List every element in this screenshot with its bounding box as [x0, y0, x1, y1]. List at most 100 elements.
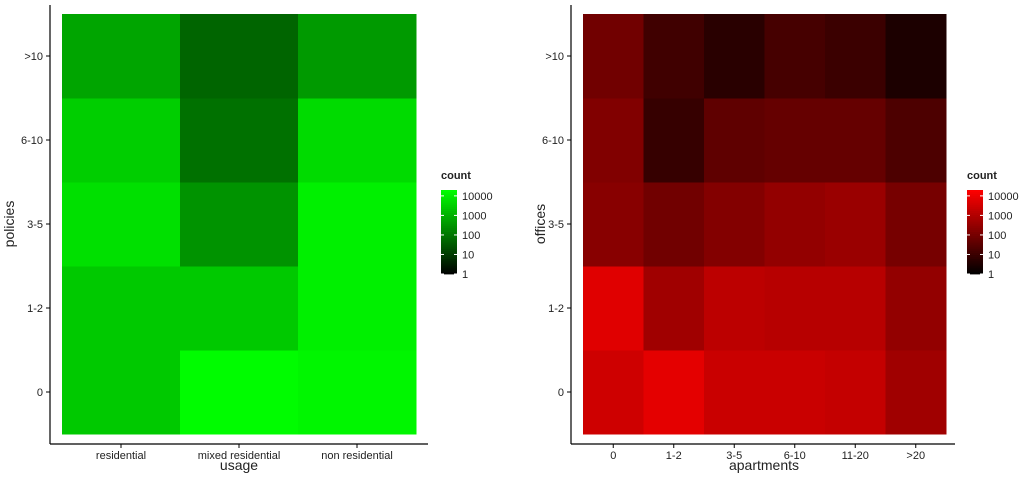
heatmap-tile-3-0 [764, 350, 826, 435]
legend-gradient-step [967, 238, 983, 241]
legend-gradient-step [967, 240, 983, 243]
heatmap-tile-4-2 [825, 182, 886, 267]
heatmap-tile-4-0 [825, 350, 886, 435]
heatmap-tile-1-0 [180, 350, 299, 435]
legend-gradient-step [967, 219, 983, 222]
heatmap-usage-policies: residential mixed residential non resident… [1, 5, 493, 473]
legend-gradient-step [967, 204, 983, 208]
x-tick-label: 6-10 [784, 450, 806, 462]
heatmap-tile-0-1 [62, 266, 181, 351]
legend-gradient-step [967, 190, 983, 193]
legend-gradient-step [441, 225, 457, 229]
legend-gradient-step [441, 234, 457, 237]
legend-gradient-step [967, 223, 983, 227]
legend-gradient-step [967, 213, 983, 216]
legend-gradient-step [967, 257, 983, 260]
legend-label: 10000 [988, 191, 1019, 203]
legend-gradient-step [967, 244, 983, 248]
legend-gradient-step [967, 253, 983, 256]
heatmap-tile-0-4 [62, 14, 181, 99]
legend-gradient-step [967, 225, 983, 229]
heatmap-tile-1-3 [643, 98, 705, 183]
heatmap-tile-5-2 [885, 182, 947, 267]
color-legend: count 10000 1000 100 10 1 [441, 170, 493, 281]
legend-gradient-step [441, 229, 457, 233]
legend-gradient-step [967, 227, 983, 231]
y-tick-label: 0 [558, 387, 564, 399]
heatmap-tile-2-4 [298, 14, 417, 99]
legend-label: 1000 [462, 210, 486, 222]
legend-gradient-step [967, 192, 983, 195]
heatmap-tile-2-3 [298, 98, 417, 183]
legend-gradient-step [967, 263, 983, 266]
legend-gradient-step [441, 261, 457, 264]
heatmap-tile-0-0 [583, 350, 644, 435]
legend-gradient-step [441, 267, 457, 271]
heatmap-tile-3-4 [764, 14, 826, 99]
legend-gradient-step [441, 257, 457, 260]
legend-gradient-step [441, 248, 457, 252]
legend-gradient-step [967, 236, 983, 239]
legend-gradient-step [441, 232, 457, 235]
heatmap-tile-2-4 [704, 14, 765, 99]
heatmap-tile-0-0 [62, 350, 181, 435]
legend-gradient-step [967, 267, 983, 271]
y-tick-label: 0 [37, 387, 43, 399]
legend-gradient-step [967, 248, 983, 252]
heatmap-tile-2-1 [704, 266, 765, 351]
x-tick-label: >20 [906, 450, 925, 462]
legend-gradient-step [967, 232, 983, 235]
legend-gradient-step [967, 194, 983, 197]
heatmap-tile-2-0 [704, 350, 765, 435]
heatmap-tile-1-2 [180, 182, 299, 267]
x-axis-title: apartments [729, 457, 799, 473]
x-tick-label: residential [96, 450, 146, 462]
legend-gradient-step [967, 206, 983, 210]
y-tick-label: 6-10 [21, 135, 43, 147]
color-legend: count 10000 1000 100 10 1 [967, 170, 1019, 281]
y-tick-label: >10 [545, 51, 564, 63]
y-tick-label: 3-5 [548, 219, 564, 231]
legend-gradient-step [967, 208, 983, 212]
legend-gradient-step [441, 244, 457, 248]
heatmap-tile-2-2 [298, 182, 417, 267]
heatmap-tile-2-2 [704, 182, 765, 267]
legend-label: 10 [462, 249, 474, 261]
heatmap-tile-1-1 [643, 266, 705, 351]
legend-gradient-step [441, 219, 457, 222]
legend-gradient-step [441, 215, 457, 218]
x-tick-label: 3-5 [726, 450, 742, 462]
legend-gradient-step [441, 194, 457, 197]
y-tick-label: >10 [24, 51, 43, 63]
y-tick-label: 6-10 [542, 135, 564, 147]
heatmap-tile-1-4 [180, 14, 299, 99]
heatmap-tile-0-2 [583, 182, 644, 267]
y-tick-label: 1-2 [548, 303, 564, 315]
legend-gradient-step [441, 192, 457, 195]
heatmap-tile-3-2 [764, 182, 826, 267]
heatmap-tile-4-1 [825, 266, 886, 351]
heatmap-tile-1-2 [643, 182, 705, 267]
heatmap-tile-0-2 [62, 182, 181, 267]
heatmap-apartments-offices: 0 1-2 3-5 6-10 11-20 >20 0 1-2 3-5 6-10 >10 apartme… [532, 5, 1019, 473]
legend-gradient-step [967, 196, 983, 199]
legend-gradient-step [441, 250, 457, 254]
x-tick-label: 1-2 [666, 450, 682, 462]
heatmap-tile-1-3 [180, 98, 299, 183]
heatmap-tile-3-1 [764, 266, 826, 351]
legend-gradient-step [967, 217, 983, 220]
heatmap-tile-5-0 [885, 350, 947, 435]
heatmap-tile-5-4 [885, 14, 947, 99]
legend-gradient-step [441, 200, 457, 203]
legend-label: 1 [988, 269, 994, 281]
legend-gradient-step [441, 246, 457, 250]
legend-gradient-step [967, 271, 983, 275]
y-axis-title: policies [1, 201, 17, 248]
legend-gradient-step [967, 229, 983, 233]
legend-label: 1000 [988, 210, 1012, 222]
x-tick-label: 11-20 [842, 450, 869, 462]
legend-gradient-step [441, 202, 457, 206]
legend-gradient-step [441, 263, 457, 266]
x-tick-label: non residential [321, 450, 393, 462]
x-tick-label: 0 [610, 450, 616, 462]
